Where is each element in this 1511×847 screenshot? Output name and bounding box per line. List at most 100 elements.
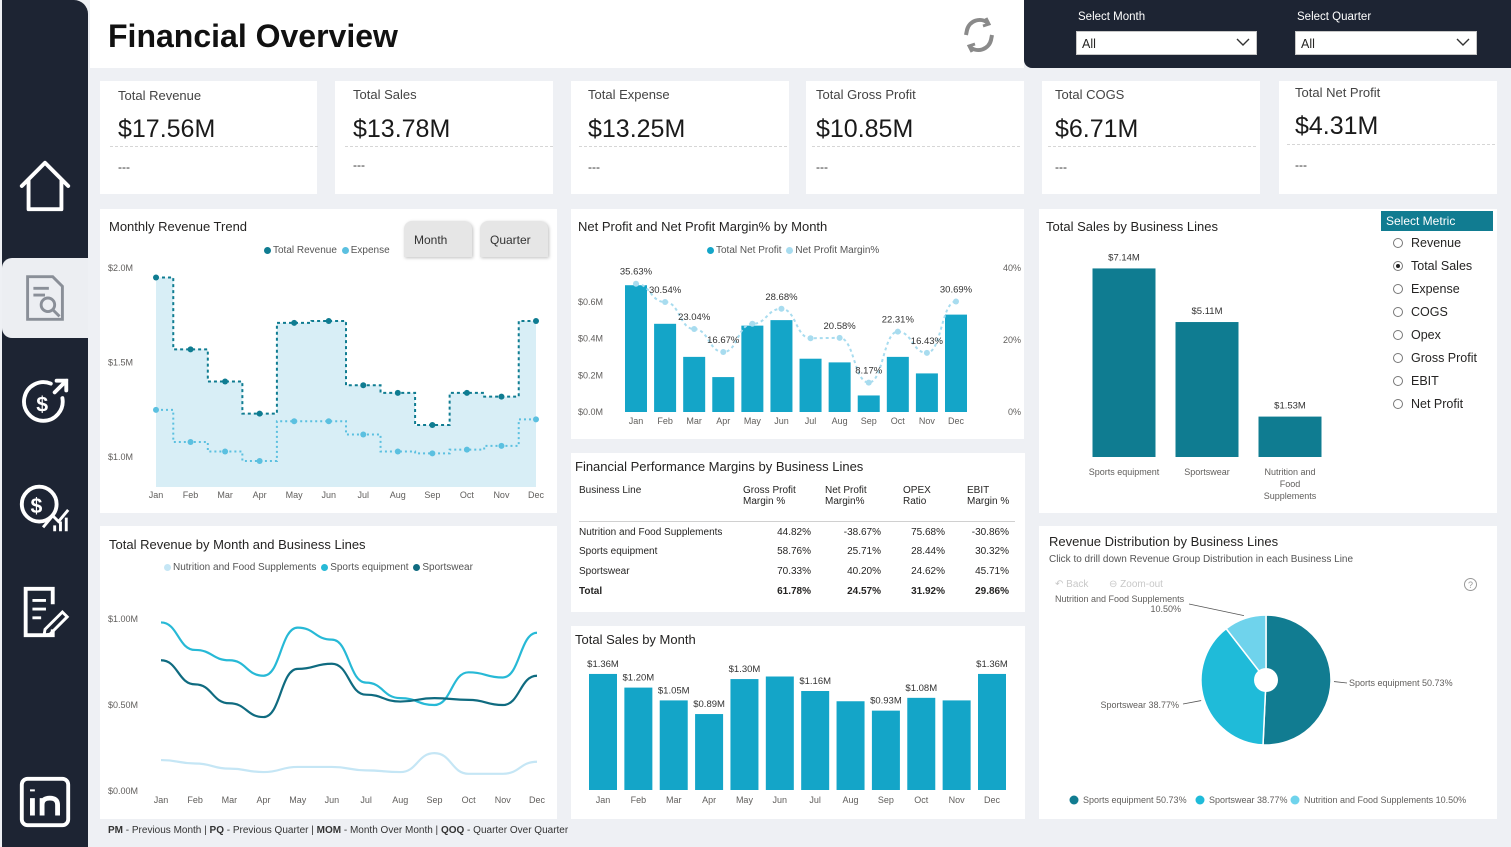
- notes-nav-button[interactable]: [2, 572, 88, 652]
- revenue-point: [325, 317, 332, 324]
- legend-label: Net Profit Margin%: [795, 245, 880, 256]
- metric-option[interactable]: Net Profit: [1393, 392, 1493, 415]
- x-tick-label: Dec: [984, 795, 1001, 805]
- chart-legend: Total Revenue Expense: [264, 245, 390, 256]
- margin-cell: 44.82%: [739, 520, 817, 541]
- metric-option[interactable]: Opex: [1393, 323, 1493, 346]
- metric-option[interactable]: Expense: [1393, 277, 1493, 300]
- sales-month-bar: [624, 687, 653, 790]
- radio-button[interactable]: [1393, 283, 1403, 294]
- revenue-point: [360, 382, 367, 389]
- home-nav-button[interactable]: [2, 146, 88, 226]
- report-nav-button[interactable]: [2, 258, 88, 338]
- tab-month[interactable]: Month: [404, 221, 472, 257]
- metric-option[interactable]: Gross Profit: [1393, 346, 1493, 369]
- column-header[interactable]: OPEX Ratio: [887, 485, 951, 521]
- margin-point: [749, 320, 756, 327]
- radio-button[interactable]: [1393, 306, 1403, 317]
- business-line-cell: Sports equipment: [579, 546, 658, 557]
- x-tick-label: Aug: [392, 795, 408, 805]
- expense-point: [256, 457, 263, 464]
- revenue-point: [187, 346, 194, 353]
- filter-panel: Select Month All Select Quarter All: [1024, 0, 1511, 68]
- metric-label: Net Profit: [1411, 396, 1464, 411]
- y-tick-label: $1.00M: [108, 614, 138, 624]
- quarter-select[interactable]: All: [1295, 31, 1477, 55]
- chart-title: Monthly Revenue Trend: [109, 219, 248, 234]
- legend-dot-sports-equipment: [321, 563, 329, 571]
- radio-button[interactable]: [1393, 352, 1403, 363]
- abbreviation-footnote: PM - Previous Month | PQ - Previous Quar…: [108, 825, 568, 836]
- linkedin-button[interactable]: [2, 762, 88, 842]
- metric-option[interactable]: COGS: [1393, 300, 1493, 323]
- net-profit-bar: [945, 314, 967, 412]
- tab-quarter[interactable]: Quarter: [480, 221, 548, 257]
- kpi-card-sales: Total Sales $13.78M ---: [335, 81, 553, 194]
- help-icon[interactable]: ?: [1464, 578, 1477, 591]
- back-button[interactable]: ↶ Back: [1055, 579, 1089, 590]
- net-profit-bar: [915, 373, 938, 412]
- metric-option[interactable]: Revenue: [1393, 231, 1493, 254]
- sports-equipment-line: [160, 621, 538, 707]
- kpi-card-cogs: Total COGS $6.71M ---: [1042, 81, 1260, 194]
- zoom-out-button[interactable]: ⊖ Zoom-out: [1109, 579, 1163, 590]
- table-total-row[interactable]: Total 61.78% 24.57% 31.92% 29.86%: [579, 581, 1015, 601]
- column-header[interactable]: EBIT Margin %: [951, 485, 1015, 521]
- kpi-label: Total Sales: [353, 87, 417, 102]
- column-header[interactable]: Gross Profit Margin %: [739, 485, 817, 521]
- margin-point: [836, 334, 843, 341]
- header-label: Business Line: [579, 485, 642, 496]
- dollar-growth-icon: $: [22, 378, 69, 423]
- legend-dot: [1069, 795, 1079, 805]
- kpi-card-revenue: Total Revenue $17.56M ---: [100, 81, 318, 194]
- radio-button[interactable]: [1393, 329, 1403, 340]
- metric-label: Expense: [1411, 281, 1460, 296]
- legend-label: Nutrition and Food Supplements 10.50%: [1304, 795, 1466, 805]
- radio-button[interactable]: [1393, 398, 1403, 409]
- net-profit-bar: [625, 285, 647, 412]
- table-row[interactable]: Sports equipment 58.76% 25.71% 28.44% 30.32%: [579, 541, 1015, 561]
- sales-by-month-chart: $1.36M $1.20M$1.05M$0.89M $1.30M $1.16M $0.9…: [587, 659, 1008, 805]
- margin-cell: -38.67%: [817, 520, 887, 541]
- y-tick-label: $0.2M: [578, 370, 603, 380]
- radio-button[interactable]: [1393, 375, 1403, 386]
- finance-nav-button[interactable]: $: [2, 362, 88, 442]
- y-tick-label: $1.0M: [108, 452, 133, 462]
- legend-dot: [1290, 795, 1300, 805]
- x-tick-label: Dec: [528, 490, 545, 500]
- column-header[interactable]: Net Profit Margin%: [817, 485, 887, 521]
- chart-legend: Nutrition and Food Supplements Sports eq…: [164, 562, 473, 573]
- table-row[interactable]: Sportswear 70.33% 40.20% 24.62% 45.71%: [579, 561, 1015, 581]
- metric-option[interactable]: Total Sales: [1393, 254, 1493, 277]
- zoom-out-label: Zoom-out: [1120, 579, 1163, 590]
- x-tick-label: Nov: [949, 795, 966, 805]
- x-tick-label: Apr: [702, 795, 716, 805]
- select-metric-header: Select Metric: [1381, 211, 1493, 231]
- x-tick-label: May: [744, 416, 762, 426]
- radio-button[interactable]: [1393, 260, 1403, 271]
- table-row[interactable]: Nutrition and Food Supplements 44.82% -38.…: [579, 520, 1015, 541]
- kpi-comparison: ---: [816, 160, 828, 174]
- y-tick-label: $0.4M: [578, 334, 603, 344]
- net-profit-bar: [712, 377, 735, 412]
- kpi-value: $13.78M: [353, 115, 451, 143]
- abbreviation: QOQ: [440, 825, 465, 836]
- document-edit-icon: [23, 586, 70, 638]
- margin-cell: 24.62%: [911, 566, 945, 577]
- x-tick-label: Oct: [891, 416, 906, 426]
- x-tick-label: Jul: [805, 416, 817, 426]
- column-header[interactable]: Business Line: [579, 485, 739, 521]
- y-tick-label: $0.00M: [108, 786, 138, 796]
- radio-button[interactable]: [1393, 237, 1403, 248]
- month-select[interactable]: All: [1076, 31, 1257, 55]
- net-profit-bar: [886, 356, 909, 412]
- bar-value-label: $1.36M: [976, 659, 1008, 670]
- refresh-icon[interactable]: [958, 14, 1000, 56]
- metric-option[interactable]: EBIT: [1393, 369, 1493, 392]
- profit-nav-button[interactable]: $: [2, 468, 88, 548]
- linkedin-icon: [19, 776, 71, 828]
- x-tick-label: Sep: [424, 490, 440, 500]
- margin-label: 20.58%: [824, 321, 857, 332]
- legend-label: Expense: [350, 245, 390, 256]
- expense-point: [498, 442, 505, 449]
